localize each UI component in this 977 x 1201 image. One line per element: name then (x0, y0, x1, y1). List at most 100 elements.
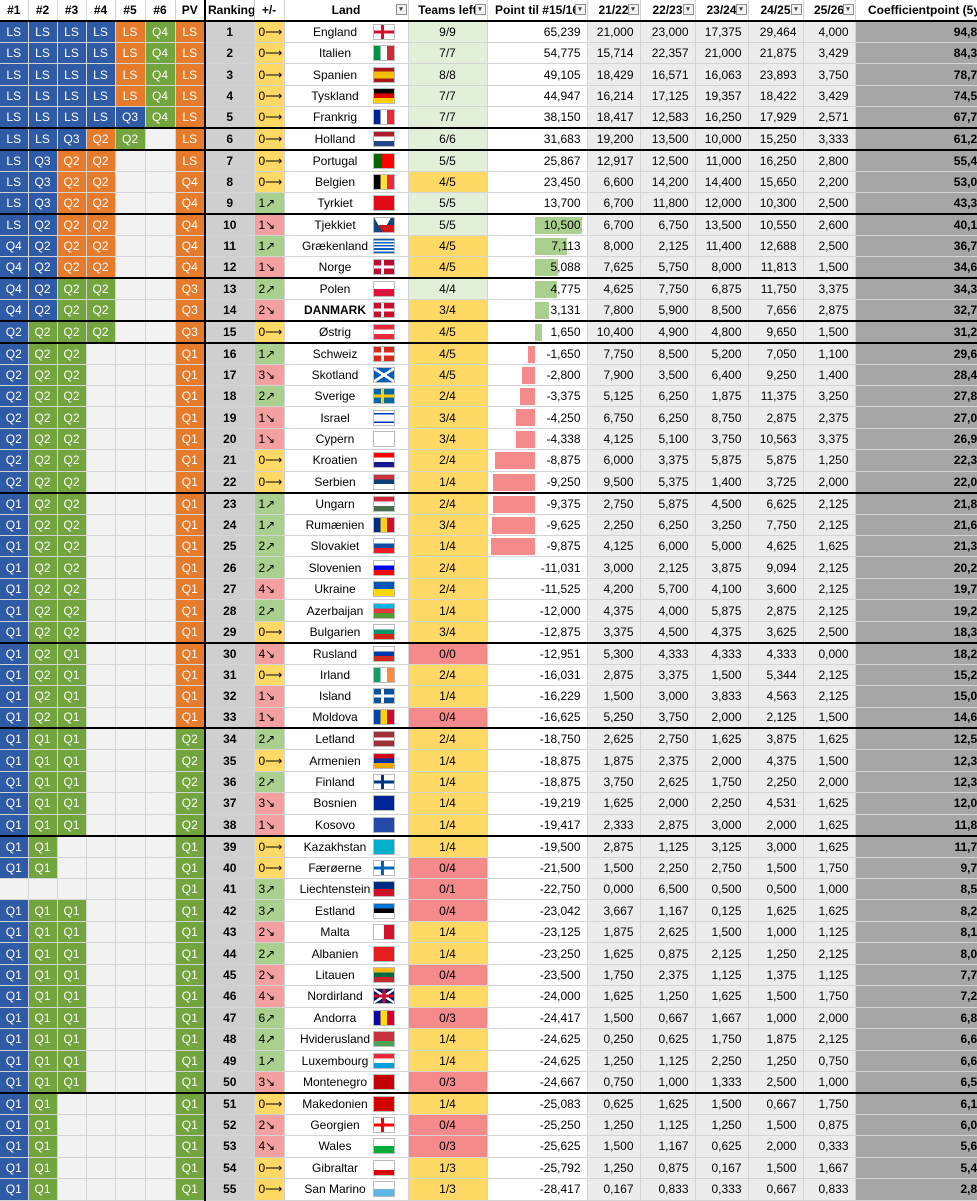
table-row: Q1 Q2 Q1 Q1 31 0⟶ Irland 2/4 -16,031 2,875 3,375 1,… (0, 664, 977, 687)
pot-cell-3: Q2 (57, 406, 87, 429)
pot-cell-7: LS (175, 85, 206, 108)
change-cell: 1↗ (254, 1050, 285, 1072)
season-points-cell: 1,875 (587, 749, 641, 772)
points-cell: 4,775 (487, 277, 588, 301)
country-name: Schweiz (312, 346, 358, 361)
header-9[interactable]: Land ▾ (284, 0, 409, 22)
filter-dropdown-icon[interactable]: ▾ (474, 4, 486, 15)
season-points-cell: 6,750 (587, 406, 641, 429)
flag-icon (373, 731, 395, 748)
pot-cell-2: Q1 (28, 792, 58, 815)
points-value: -25,625 (539, 1139, 581, 1154)
filter-dropdown-icon[interactable]: ▾ (627, 4, 639, 15)
pot-cell-2: Q1 (28, 1007, 58, 1030)
country-name: Azerbaijan (306, 603, 364, 618)
points-value: -11,031 (540, 560, 581, 575)
pot-cell-7: Q4 (175, 212, 206, 236)
pot-cell-4 (86, 385, 116, 408)
pot-cell-1: Q1 (0, 834, 29, 858)
table-row: Q1 Q2 Q2 Q1 25 2↗ Slovakiet 1/4 -9,875 4,125 6,000… (0, 535, 977, 558)
country-name: Tyskland (311, 89, 359, 104)
season-points-cell: 17,125 (640, 85, 696, 108)
pot-cell-2: Q1 (28, 964, 58, 987)
pot-cell-1: Q1 (0, 1028, 29, 1051)
pot-cell-5 (115, 1028, 146, 1051)
pot-cell-3: LS (57, 106, 87, 129)
season-points-cell: 1,500 (803, 749, 856, 772)
points-cell: 65,239 (487, 21, 588, 43)
country-name: Ungarn (315, 496, 355, 511)
header-11[interactable]: Point til #15/16 ▾ (487, 0, 588, 22)
season-points-cell: 3,000 (640, 685, 696, 708)
country-cell: Østrig (284, 320, 409, 344)
filter-dropdown-icon[interactable]: ▾ (842, 4, 854, 15)
pot-cell-5 (115, 921, 146, 944)
season-points-cell: 11,800 (640, 192, 696, 215)
teams-left-cell: 0/4 (408, 707, 488, 729)
ranking-cell: 28 (204, 599, 255, 622)
country-cell: Norge (284, 256, 409, 279)
table-row: Q1 Q1 Q1 Q2 37 3↘ Bosnien 1/4 -19,219 1,625 2,000 2… (0, 792, 977, 815)
pot-cell-4 (86, 1157, 116, 1180)
teams-left-cell: 0/4 (408, 899, 488, 922)
season-points-cell: 12,000 (695, 192, 749, 215)
teams-left-cell: 2/4 (408, 578, 488, 601)
flag-icon (373, 302, 395, 319)
season-points-cell: 6,600 (587, 171, 641, 194)
season-points-cell: 3,375 (587, 621, 641, 644)
season-points-cell: 2,600 (803, 212, 856, 236)
pot-cell-6: Q4 (145, 21, 176, 43)
pot-cell-6 (145, 535, 176, 558)
season-points-cell: 4,625 (587, 277, 641, 301)
teams-left-cell: 0/1 (408, 878, 488, 901)
table-row: LS Q2 Q2 Q2 Q4 10 1↘ Tjekkiet 5/5 10,500 6,700 6,75… (0, 212, 977, 236)
points-value: -25,792 (539, 1160, 581, 1175)
pot-cell-2: Q1 (28, 899, 58, 922)
header-15[interactable]: 24/25 ▾ (748, 0, 804, 22)
pot-cell-2: Q2 (28, 535, 58, 558)
pot-cell-1: LS (0, 21, 29, 43)
ranking-cell: 42 (204, 899, 255, 922)
coefficient-cell: 22,000 (855, 471, 977, 494)
header-10[interactable]: Teams left ▾ (408, 0, 488, 22)
season-points-cell: 2,250 (640, 857, 696, 880)
filter-dropdown-icon[interactable]: ▾ (395, 4, 407, 15)
points-cell: -24,667 (487, 1071, 588, 1094)
points-value: 7,113 (551, 239, 581, 254)
points-value: -2,800 (546, 367, 581, 382)
season-points-cell: 2,625 (640, 921, 696, 944)
season-points-cell: 2,000 (640, 792, 696, 815)
ranking-cell: 5 (204, 106, 255, 129)
header-14[interactable]: 23/24 ▾ (695, 0, 749, 22)
flag-icon (373, 109, 395, 126)
pot-cell-4 (86, 1007, 116, 1030)
filter-dropdown-icon[interactable]: ▾ (574, 4, 586, 15)
season-points-cell: 6,750 (640, 212, 696, 236)
season-points-cell: 2,500 (803, 235, 856, 258)
points-value: -19,417 (539, 817, 581, 832)
pot-cell-6 (145, 256, 176, 279)
season-points-cell: 8,000 (587, 235, 641, 258)
season-points-cell: 0,875 (640, 942, 696, 965)
header-17[interactable]: Coefficientpoint (5y)▾ (855, 0, 977, 22)
flag-icon (373, 902, 395, 919)
ranking-cell: 23 (204, 491, 255, 515)
season-points-cell: 1,625 (587, 942, 641, 965)
table-row: Q1 Q2 Q1 Q1 30 4↘ Rusland 0/0 -12,951 5,300 4,333 4… (0, 641, 977, 665)
season-points-cell: 11,000 (695, 148, 749, 172)
pot-cell-3: Q2 (57, 277, 87, 301)
season-points-cell: 1,625 (640, 1091, 696, 1115)
header-13[interactable]: 22/23 ▾ (640, 0, 696, 22)
filter-dropdown-icon[interactable]: ▾ (682, 4, 694, 15)
filter-dropdown-icon[interactable]: ▾ (790, 4, 802, 15)
table-row: Q4 Q2 Q2 Q2 Q4 12 1↘ Norge 4/5 5,088 7,625 5,750 8,0… (0, 256, 977, 279)
filter-dropdown-icon[interactable]: ▾ (735, 4, 747, 15)
flag-icon (373, 1009, 395, 1026)
pot-cell-4: Q2 (86, 277, 116, 301)
pot-cell-2: Q1 (28, 1114, 58, 1137)
country-cell: Finland (284, 771, 409, 794)
points-cell: 38,150 (487, 106, 588, 129)
header-12[interactable]: 21/22 ▾ (587, 0, 641, 22)
pot-cell-7: Q3 (175, 299, 206, 322)
header-16[interactable]: 25/26 ▾ (803, 0, 856, 22)
